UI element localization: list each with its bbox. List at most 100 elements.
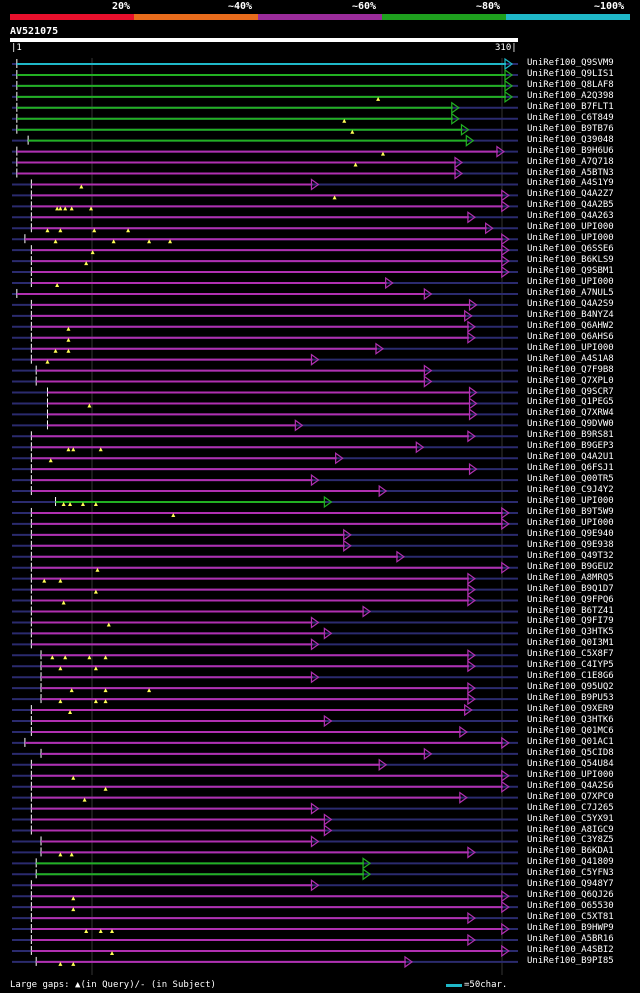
hit-arrow: [454, 167, 464, 180]
hit-label-link[interactable]: UniRef100_UPI000: [527, 342, 614, 353]
hit-label-link[interactable]: UniRef100_Q6SSE6: [527, 244, 614, 255]
hit-label-link[interactable]: UniRef100_Q4A2S6: [527, 780, 614, 791]
hit-arrow: [415, 441, 425, 454]
hit-label-link[interactable]: UniRef100_O65530: [527, 901, 614, 912]
hit-label-link[interactable]: UniRef100_C5XT81: [527, 912, 614, 923]
hit-label-link[interactable]: UniRef100_Q8LAF8: [527, 79, 614, 90]
hit-label-link[interactable]: UniRef100_Q4A2S9: [527, 298, 614, 309]
hit-label-link[interactable]: UniRef100_A4S1A8: [527, 353, 614, 364]
hit-label-link[interactable]: UniRef100_Q49T32: [527, 550, 614, 561]
hit-label-link[interactable]: UniRef100_A7NUL5: [527, 287, 614, 298]
query-gap-marker: [58, 206, 63, 211]
hit-label-link[interactable]: UniRef100_Q9FI79: [527, 616, 614, 627]
hit-label-link[interactable]: UniRef100_C4IYP5: [527, 660, 614, 671]
hit-label-link[interactable]: UniRef100_C3Y8Z5: [527, 835, 614, 846]
hit-label-link[interactable]: UniRef100_Q01MC6: [527, 725, 614, 736]
hit-label-link[interactable]: UniRef100_Q9DVW0: [527, 419, 614, 430]
hit-label-link[interactable]: UniRef100_B6KDA1: [527, 846, 614, 857]
hit-label-link[interactable]: UniRef100_B6KLS9: [527, 255, 614, 266]
hit-label-link[interactable]: UniRef100_Q95UQ2: [527, 682, 614, 693]
hit-label-link[interactable]: UniRef100_Q7XPL0: [527, 375, 614, 386]
hit-label-link[interactable]: UniRef100_Q4A263: [527, 211, 614, 222]
hit-label-link[interactable]: UniRef100_B6TZ41: [527, 605, 614, 616]
hit-label-link[interactable]: UniRef100_Q3HTK5: [527, 627, 614, 638]
hit-label-link[interactable]: UniRef100_C5YX91: [527, 813, 614, 824]
hit-label-link[interactable]: UniRef100_Q00TR5: [527, 474, 614, 485]
query-gap-marker: [87, 655, 92, 660]
hit-arrow: [464, 309, 473, 323]
hit-label-link[interactable]: UniRef100_A5BTN3: [527, 167, 614, 178]
query-gap-marker: [66, 326, 71, 331]
hit-label-link[interactable]: UniRef100_Q9LIS1: [527, 68, 614, 79]
hit-label-link[interactable]: UniRef100_A7Q718: [527, 156, 614, 167]
hit-label-link[interactable]: UniRef100_Q9E940: [527, 528, 614, 539]
hit-label-link[interactable]: UniRef100_Q3HTK6: [527, 715, 614, 725]
hit-label-link[interactable]: UniRef100_Q6AHS6: [527, 331, 614, 342]
hit-label-link[interactable]: UniRef100_Q4A2B5: [527, 200, 614, 211]
hit-arrow: [468, 462, 478, 476]
hit-label-link[interactable]: UniRef100_B9TB76: [527, 123, 614, 134]
hit-label-link[interactable]: UniRef100_Q6QJ26: [527, 890, 614, 901]
hit-label-link[interactable]: UniRef100_Q5CID8: [527, 747, 614, 758]
hit-label-link[interactable]: UniRef100_Q0I3M1: [527, 638, 614, 649]
hit-label-link[interactable]: UniRef100_C7J265: [527, 802, 614, 813]
hit-arrow: [310, 879, 320, 892]
hit-label-link[interactable]: UniRef100_B9Q1D7: [527, 583, 614, 594]
hit-arrow: [378, 758, 388, 771]
hit-label-link[interactable]: UniRef100_A8MRQ5: [527, 572, 614, 583]
hit-arrow: [423, 747, 433, 761]
query-gap-marker: [93, 666, 98, 671]
hit-label-link[interactable]: UniRef100_Q39048: [527, 134, 614, 145]
hit-label-link[interactable]: UniRef100_Q9SCR7: [527, 386, 614, 397]
hit-arrow: [504, 90, 514, 104]
hit-label-link[interactable]: UniRef100_UPI000: [527, 517, 614, 528]
hit-label-link[interactable]: UniRef100_Q9E938: [527, 539, 614, 550]
hit-label-link[interactable]: UniRef100_Q1PEG5: [527, 397, 614, 408]
hit-label-link[interactable]: UniRef100_B7FLT1: [527, 101, 614, 112]
hit-label-link[interactable]: UniRef100_Q54U84: [527, 758, 614, 769]
hit-label-link[interactable]: UniRef100_UPI000: [527, 233, 614, 244]
hit-label-link[interactable]: UniRef100_C1E8G6: [527, 671, 614, 682]
hit-label-link[interactable]: UniRef100_A5BR16: [527, 934, 614, 944]
hit-label-link[interactable]: UniRef100_Q9SVM9: [527, 58, 614, 68]
hit-label-link[interactable]: UniRef100_B9GEU2: [527, 561, 614, 572]
hit-label-link[interactable]: UniRef100_A2Q398: [527, 90, 614, 101]
hit-label-link[interactable]: UniRef100_Q6AHW2: [527, 320, 614, 331]
hit-label-link[interactable]: UniRef100_A4S1Y9: [527, 178, 614, 189]
hit-label-link[interactable]: UniRef100_B4NYZ4: [527, 309, 614, 320]
hit-label-link[interactable]: UniRef100_Q7XRW4: [527, 408, 614, 419]
hit-label-link[interactable]: UniRef100_UPI000: [527, 277, 614, 287]
hit-label-link[interactable]: UniRef100_UPI000: [527, 769, 614, 780]
hit-label-link[interactable]: UniRef100_B9H6U6: [527, 145, 614, 156]
hit-label-link[interactable]: UniRef100_C9J4Y2: [527, 485, 614, 496]
hit-label-link[interactable]: UniRef100_Q01AC1: [527, 736, 614, 747]
hit-label-link[interactable]: UniRef100_Q948Y7: [527, 879, 614, 890]
hit-label-link[interactable]: UniRef100_C6T849: [527, 112, 614, 123]
hit-label-link[interactable]: UniRef100_Q9FPQ6: [527, 594, 614, 605]
hit-label-link[interactable]: UniRef100_B9HWP9: [527, 923, 614, 934]
hit-label-link[interactable]: UniRef100_Q4A2U1: [527, 452, 614, 463]
hit-label-link[interactable]: UniRef100_B9PI85: [527, 955, 614, 966]
key-segment-80: [382, 14, 506, 20]
hit-label-link[interactable]: UniRef100_Q7XPC0: [527, 791, 614, 802]
hit-label-link[interactable]: UniRef100_Q9SBM1: [527, 266, 614, 277]
hit-label-link[interactable]: UniRef100_A8IGC9: [527, 824, 614, 835]
hit-label-link[interactable]: UniRef100_B9RS81: [527, 430, 614, 441]
hit-label-link[interactable]: UniRef100_B9T5W9: [527, 506, 614, 517]
hit-label-link[interactable]: UniRef100_Q41809: [527, 857, 614, 868]
hit-label-link[interactable]: UniRef100_C5YFN3: [527, 868, 614, 879]
hit-label-link[interactable]: UniRef100_Q9XER9: [527, 704, 614, 715]
hit-label-link[interactable]: UniRef100_Q6FSJ1: [527, 463, 614, 474]
hit-label-link[interactable]: UniRef100_Q4A2Z7: [527, 189, 614, 200]
query-gap-marker: [103, 688, 108, 693]
hit-label-link[interactable]: UniRef100_UPI000: [527, 496, 614, 506]
query-gap-marker: [55, 283, 60, 287]
hit-arrow: [501, 944, 510, 958]
hit-label-link[interactable]: UniRef100_Q7F9B8: [527, 364, 614, 375]
hit-label-link[interactable]: UniRef100_B9PU53: [527, 693, 614, 704]
hit-label-link[interactable]: UniRef100_B9GEP3: [527, 441, 614, 452]
hit-label-link[interactable]: UniRef100_UPI000: [527, 222, 614, 233]
hit-label-link[interactable]: UniRef100_A4SBI2: [527, 944, 614, 955]
hit-label-link[interactable]: UniRef100_C5X8F7: [527, 649, 614, 660]
scale-label-100: ~100%: [594, 1, 625, 12]
